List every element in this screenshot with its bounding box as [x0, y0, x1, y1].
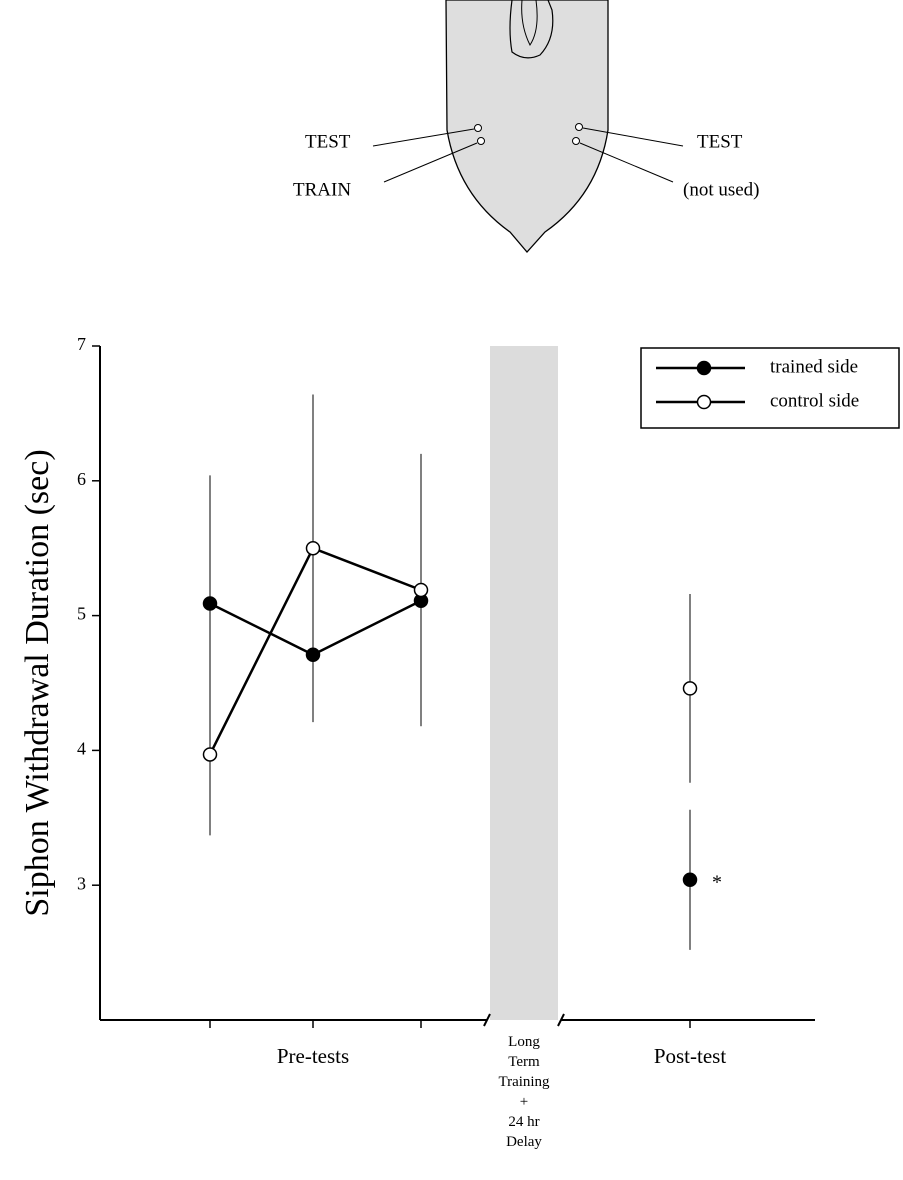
- axis-break: [483, 1013, 491, 1027]
- group-label: Pre-tests: [277, 1044, 349, 1068]
- diagram-label: TEST: [305, 131, 351, 152]
- point: [305, 647, 321, 662]
- point: [202, 596, 218, 611]
- point: [682, 872, 698, 888]
- point: [682, 681, 698, 696]
- x-category-label: Long Term Training + 24 hr Delay: [498, 1034, 550, 1150]
- y-axis-label: Siphon Withdrawal Duration (sec): [19, 449, 56, 916]
- y-tick-label: 4: [77, 739, 86, 759]
- y-tick-label: 6: [77, 469, 86, 489]
- series-line: [210, 548, 690, 754]
- legend-box: [640, 347, 900, 429]
- point: [413, 582, 429, 598]
- annotation: *: [712, 871, 722, 893]
- point: [305, 540, 321, 556]
- series-line: [210, 601, 690, 880]
- point: [202, 747, 218, 762]
- group-label: Post-test: [654, 1044, 727, 1068]
- legend-label: control side: [770, 390, 859, 411]
- diagram-label: TRAIN: [293, 179, 351, 200]
- break-band: [490, 346, 558, 1020]
- diagram-label: (not used): [683, 179, 760, 200]
- legend-label: trained side: [770, 356, 858, 377]
- siphon-diagram: [372, 0, 684, 253]
- y-tick-label: 7: [77, 334, 86, 354]
- y-tick-label: 5: [77, 604, 86, 624]
- axis-break: [557, 1013, 565, 1027]
- legend-marker: [696, 360, 712, 376]
- legend-marker: [696, 394, 712, 410]
- diagram-label: TEST: [697, 131, 743, 152]
- y-tick-label: 3: [77, 873, 86, 893]
